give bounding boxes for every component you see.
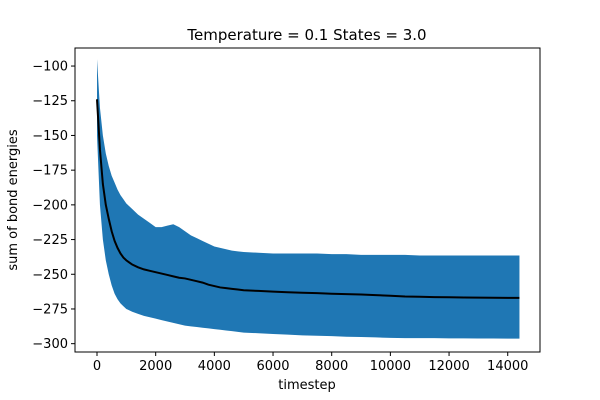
band-layer (97, 59, 520, 339)
y-tick-label: −200 (32, 198, 68, 213)
y-tick-label: −250 (32, 268, 68, 283)
y-tick-label: −100 (32, 60, 68, 75)
x-tick-label: 10000 (370, 359, 411, 374)
x-tick-label: 12000 (428, 359, 469, 374)
mean-line-layer (96, 99, 520, 299)
x-tick-label: 2000 (139, 359, 172, 374)
x-tick-label: 0 (93, 359, 101, 374)
y-tick-label: −175 (32, 164, 68, 179)
y-tick-label: −225 (32, 233, 68, 248)
y-tick-label: −150 (32, 129, 68, 144)
mean-line (96, 99, 520, 299)
y-axis-label: sum of bond energies (6, 129, 21, 271)
chart-title: Temperature = 0.1 States = 3.0 (186, 26, 426, 44)
x-tick-label: 4000 (198, 359, 231, 374)
x-tick-label: 6000 (256, 359, 289, 374)
y-tick-label: −275 (32, 302, 68, 317)
std-band (97, 59, 520, 339)
x-tick-label: 14000 (487, 359, 528, 374)
x-axis-ticks: 0 2000 4000 6000 8000 10000 12000 14000 (93, 352, 528, 374)
y-axis-ticks: −100 −125 −150 −175 −200 −225 −250 −275 −300 (32, 60, 75, 352)
x-tick-label: 8000 (315, 359, 348, 374)
plot-frame (74, 47, 541, 353)
y-tick-label: −125 (32, 94, 68, 109)
y-tick-label: −300 (32, 337, 68, 352)
x-axis-label: timestep (278, 378, 336, 393)
